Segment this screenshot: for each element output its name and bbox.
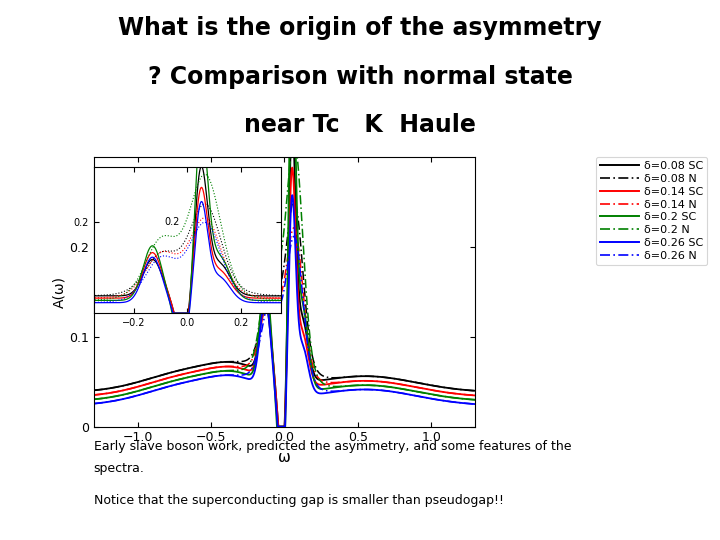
Text: Early slave boson work, predicted the asymmetry, and some features of the: Early slave boson work, predicted the as… [94,440,571,453]
Legend: δ=0.08 SC, δ=0.08 N, δ=0.14 SC, δ=0.14 N, δ=0.2 SC, δ=0.2 N, δ=0.26 SC, δ=0.26 N: δ=0.08 SC, δ=0.08 N, δ=0.14 SC, δ=0.14 N… [595,157,707,265]
Text: spectra.: spectra. [94,462,145,475]
Text: Notice that the superconducting gap is smaller than pseudogap!!: Notice that the superconducting gap is s… [94,494,503,507]
Text: ? Comparison with normal state: ? Comparison with normal state [148,65,572,89]
Text: What is the origin of the asymmetry: What is the origin of the asymmetry [118,16,602,40]
X-axis label: ω: ω [278,450,291,465]
Text: near Tc   K  Haule: near Tc K Haule [244,113,476,137]
Text: 0.2: 0.2 [165,217,180,227]
Y-axis label: A(ω): A(ω) [52,275,66,308]
